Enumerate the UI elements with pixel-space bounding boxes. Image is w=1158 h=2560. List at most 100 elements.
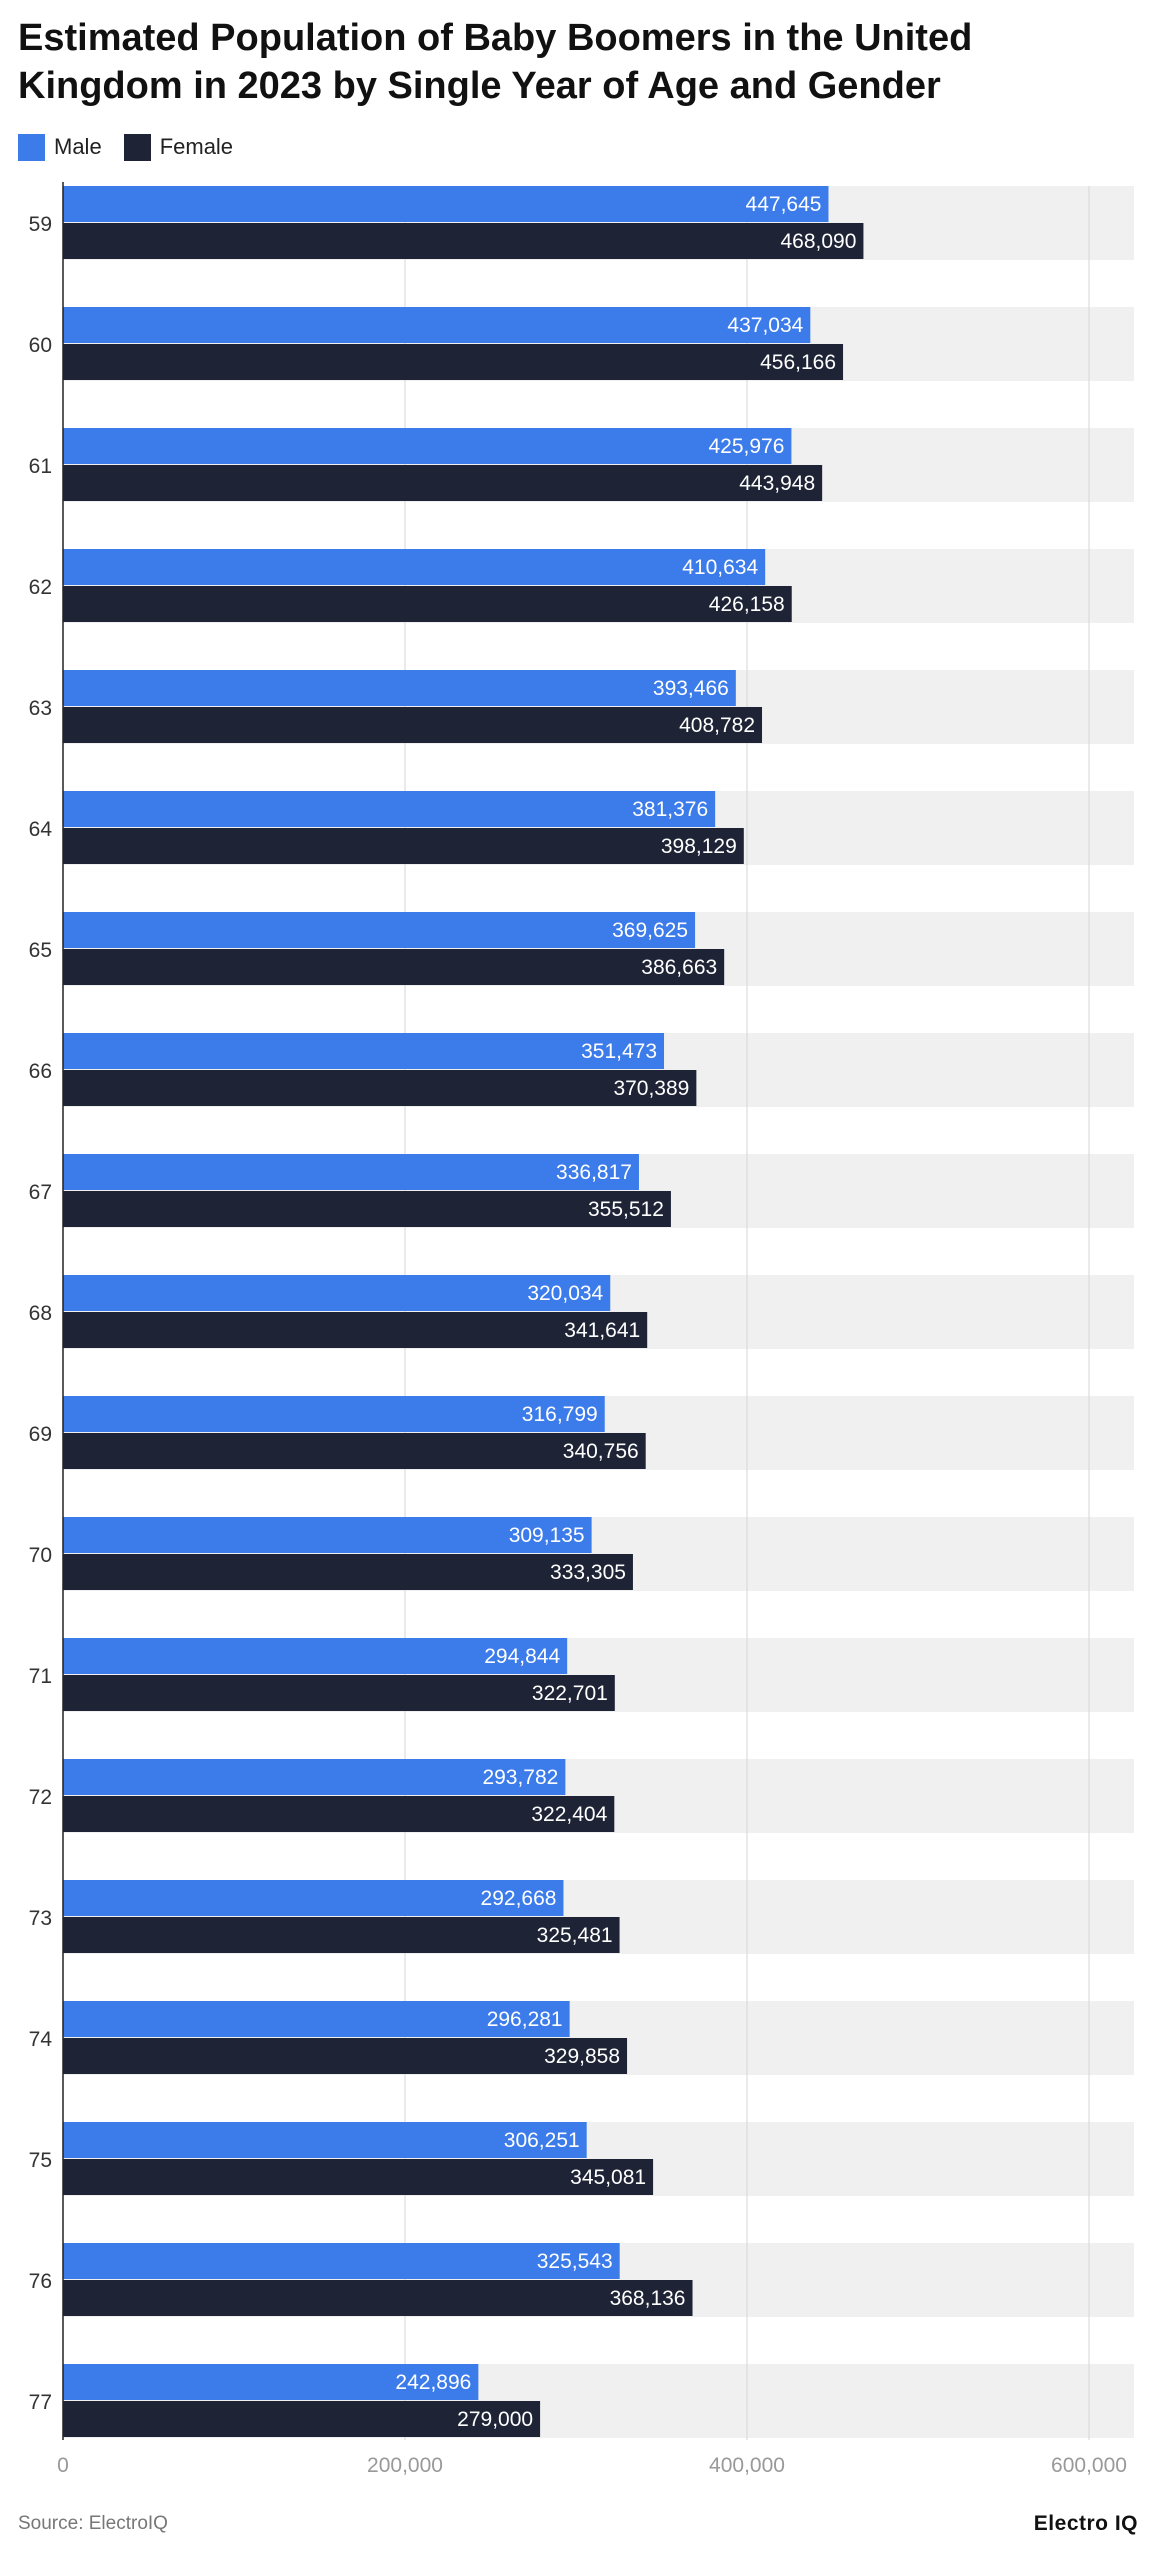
bar-male <box>63 1880 564 1916</box>
bar-female <box>63 707 763 743</box>
y-tick-label: 65 <box>29 939 52 962</box>
y-tick-label: 77 <box>29 2391 52 2414</box>
bar-male <box>63 2364 479 2400</box>
x-tick-label: 200,000 <box>367 2454 443 2477</box>
y-tick-label: 68 <box>29 1302 52 1325</box>
bar-female <box>63 223 864 259</box>
y-tick-label: 60 <box>29 334 52 357</box>
data-label: 336,817 <box>556 1161 632 1184</box>
bar-male <box>63 791 716 827</box>
data-label: 426,158 <box>709 593 785 616</box>
bar-female <box>63 828 744 864</box>
data-label: 296,281 <box>487 2008 563 2031</box>
y-tick-label: 61 <box>29 455 52 478</box>
bar-female <box>63 2401 541 2437</box>
data-label: 410,634 <box>682 556 758 579</box>
data-label: 370,389 <box>613 1077 689 1100</box>
legend-item-female: Female <box>123 133 234 161</box>
bar-male <box>63 2243 620 2279</box>
legend-item-male: Male <box>18 133 102 161</box>
data-label: 309,135 <box>509 1524 585 1547</box>
bar-female <box>63 1191 671 1227</box>
y-tick-label: 64 <box>29 818 53 841</box>
bar-female <box>63 586 792 622</box>
bar-female <box>63 1312 648 1348</box>
bar-female <box>63 949 725 985</box>
data-label: 368,136 <box>610 2287 686 2310</box>
data-label: 345,081 <box>570 2166 646 2189</box>
data-label: 351,473 <box>581 1040 657 1063</box>
y-tick-label: 74 <box>29 2028 53 2051</box>
bar-female <box>63 2038 628 2074</box>
y-tick-label: 72 <box>29 1786 52 1809</box>
data-label: 329,858 <box>544 2045 620 2068</box>
y-tick-label: 70 <box>29 1544 52 1567</box>
bar-female <box>63 1433 646 1469</box>
source-note: Source: ElectroIQ <box>18 2513 168 2534</box>
data-label: 325,481 <box>537 1924 613 1947</box>
bar-female <box>63 2159 654 2195</box>
x-tick-label: 0 <box>57 2454 69 2477</box>
legend-label-female: Female <box>159 134 234 159</box>
y-tick-label: 66 <box>29 1060 52 1083</box>
y-tick-label: 76 <box>29 2270 52 2293</box>
bar-male <box>63 1275 611 1311</box>
data-label: 325,543 <box>537 2250 613 2273</box>
bar-male <box>63 428 792 464</box>
data-label: 316,799 <box>522 1403 598 1426</box>
bar-female <box>63 465 823 501</box>
data-label: 306,251 <box>504 2129 580 2152</box>
bar-female <box>63 344 844 380</box>
bar-male <box>63 670 736 706</box>
bar-female <box>63 2280 693 2316</box>
bar-male <box>63 1638 568 1674</box>
data-label: 437,034 <box>727 314 803 337</box>
bar-male <box>63 2001 570 2037</box>
legend-label-male: Male <box>54 134 102 159</box>
x-tick-label: 600,000 <box>1051 2454 1127 2477</box>
bar-female <box>63 1554 633 1590</box>
legend: Male Female <box>18 132 255 162</box>
data-label: 320,034 <box>527 1282 603 1305</box>
data-label: 340,756 <box>563 1440 639 1463</box>
bar-female <box>63 1917 620 1953</box>
data-label: 443,948 <box>739 472 815 495</box>
bar-female <box>63 1675 615 1711</box>
data-label: 341,641 <box>564 1319 640 1342</box>
data-label: 333,305 <box>550 1561 626 1584</box>
data-label: 408,782 <box>679 714 755 737</box>
y-tick-label: 69 <box>29 1423 52 1446</box>
data-label: 425,976 <box>708 435 784 458</box>
data-label: 398,129 <box>661 835 737 858</box>
data-label: 355,512 <box>588 1198 664 1221</box>
data-label: 279,000 <box>457 2408 533 2431</box>
y-tick-label: 62 <box>29 576 52 599</box>
y-tick-label: 63 <box>29 697 52 720</box>
chart-title: Estimated Population of Baby Boomers in … <box>18 17 973 107</box>
bar-female <box>63 1070 697 1106</box>
bar-male <box>63 2122 587 2158</box>
data-label: 322,404 <box>531 1803 607 1826</box>
y-tick-label: 67 <box>29 1181 52 1204</box>
x-tick-label: 400,000 <box>709 2454 785 2477</box>
bar-male <box>63 307 811 343</box>
data-label: 381,376 <box>632 798 708 821</box>
data-label: 393,466 <box>653 677 729 700</box>
bar-male <box>63 1759 566 1795</box>
bar-female <box>63 1796 615 1832</box>
bar-male <box>63 912 696 948</box>
data-label: 242,896 <box>395 2371 471 2394</box>
data-label: 468,090 <box>781 230 857 253</box>
data-label: 386,663 <box>641 956 717 979</box>
data-label: 322,701 <box>532 1682 608 1705</box>
bar-male <box>63 549 766 585</box>
y-tick-label: 59 <box>29 213 52 236</box>
bar-male <box>63 1396 605 1432</box>
bar-male <box>63 1033 665 1069</box>
data-label: 447,645 <box>746 193 822 216</box>
data-label: 369,625 <box>612 919 688 942</box>
y-tick-label: 71 <box>29 1665 52 1688</box>
bar-male <box>63 1154 639 1190</box>
data-label: 292,668 <box>481 1887 557 1910</box>
legend-swatch-female <box>123 133 151 161</box>
